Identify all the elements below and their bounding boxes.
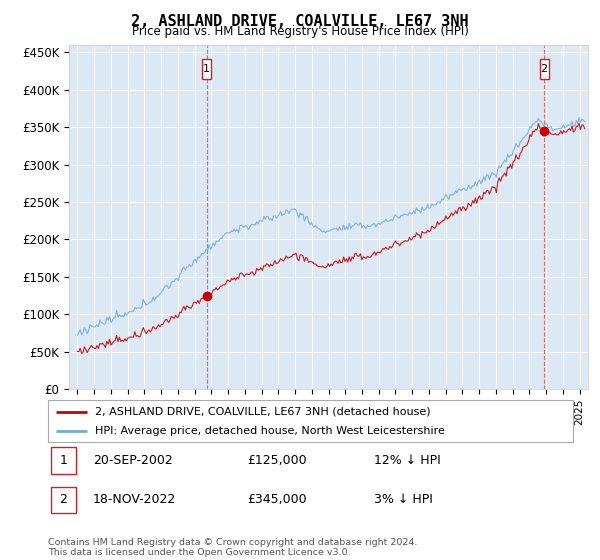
Bar: [539, 59, 549, 80]
Bar: [202, 59, 211, 80]
Bar: [50, 447, 76, 474]
Bar: [50, 487, 76, 513]
Text: £345,000: £345,000: [248, 493, 307, 506]
Text: £125,000: £125,000: [248, 454, 307, 467]
Text: 2, ASHLAND DRIVE, COALVILLE, LE67 3NH: 2, ASHLAND DRIVE, COALVILLE, LE67 3NH: [131, 14, 469, 29]
Text: 2, ASHLAND DRIVE, COALVILLE, LE67 3NH (detached house): 2, ASHLAND DRIVE, COALVILLE, LE67 3NH (d…: [95, 407, 431, 417]
Text: HPI: Average price, detached house, North West Leicestershire: HPI: Average price, detached house, Nort…: [95, 426, 445, 436]
Text: 12% ↓ HPI: 12% ↓ HPI: [373, 454, 440, 467]
Text: 2: 2: [541, 64, 548, 74]
Text: 3% ↓ HPI: 3% ↓ HPI: [373, 493, 433, 506]
Text: 2: 2: [59, 493, 67, 506]
Text: Price paid vs. HM Land Registry's House Price Index (HPI): Price paid vs. HM Land Registry's House …: [131, 25, 469, 38]
Text: 18-NOV-2022: 18-NOV-2022: [92, 493, 176, 506]
Text: Contains HM Land Registry data © Crown copyright and database right 2024.
This d: Contains HM Land Registry data © Crown c…: [48, 538, 418, 557]
Text: 1: 1: [59, 454, 67, 467]
Text: 20-SEP-2002: 20-SEP-2002: [92, 454, 172, 467]
Text: 1: 1: [203, 64, 210, 74]
